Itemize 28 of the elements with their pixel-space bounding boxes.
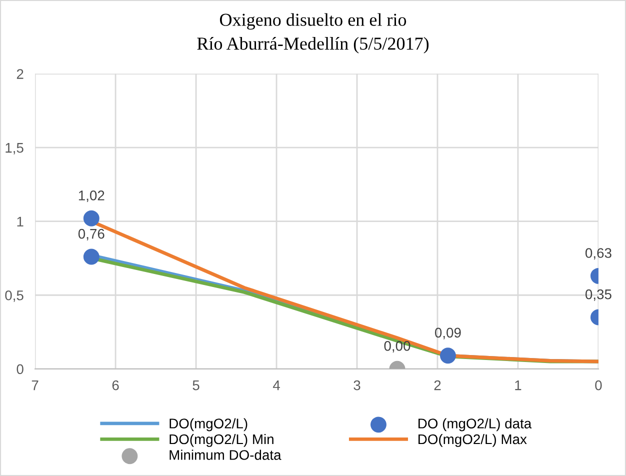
legend-label: DO(mgO2/L) Min (170, 434, 274, 447)
x-tick-label: 1 (515, 380, 522, 390)
data-label: 1,02 (78, 190, 104, 202)
point (83, 210, 100, 226)
legend-label: DO(mgO2/L) (170, 418, 248, 432)
data-label: 0,35 (585, 289, 612, 301)
y-tick-label: 1,5 (6, 143, 24, 154)
chart-subtitle: Río Aburrá-Medellín (5/5/2017) (197, 37, 429, 54)
x-tick-label: 6 (112, 380, 119, 390)
y-tick-label: 2 (16, 69, 24, 79)
x-tick-label: 2 (434, 380, 441, 390)
x-tick-label: 4 (272, 380, 280, 390)
legend-label: DO (mgO2/L) data (418, 418, 532, 432)
x-tick-label: 0 (595, 380, 602, 390)
x-tick-label: 5 (192, 380, 200, 390)
data-label: 0,63 (585, 248, 612, 260)
chart-title: Oxigeno disuelto en el rio (220, 13, 406, 30)
legend-label: DO(mgO2/L) Max (418, 434, 527, 447)
point (83, 248, 100, 265)
x-tick-label: 7 (32, 380, 38, 390)
x-tick-label: 3 (354, 380, 360, 390)
y-tick-label: 0,5 (5, 290, 24, 302)
data-label: 0,00 (384, 341, 410, 353)
y-tick-label: 1 (17, 216, 24, 226)
data-label: 0,09 (434, 328, 461, 340)
legend-label: Minimum DO-data (170, 450, 282, 460)
y-tick-label: 0 (16, 364, 24, 374)
data-label: 0,76 (78, 228, 104, 240)
